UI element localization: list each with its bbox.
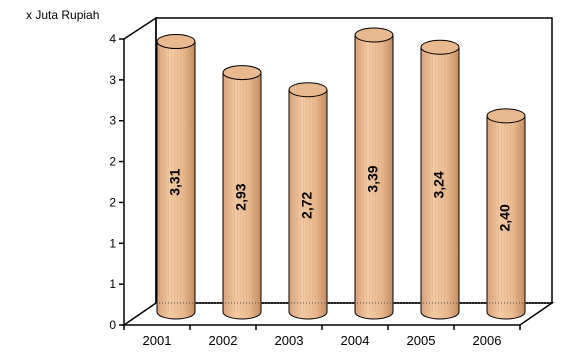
data-label: 3,39 [365, 165, 381, 192]
side-wall [123, 16, 157, 325]
bar-texture [488, 115, 524, 312]
data-label: 3,31 [167, 168, 183, 195]
bar-top [288, 82, 328, 98]
bar-top [420, 39, 460, 55]
y-tick-label: 1 [109, 236, 116, 250]
bar-texture [356, 34, 392, 312]
x-tick-label: 2002 [209, 333, 238, 348]
bar-top [156, 34, 196, 50]
x-tick-label: 2006 [473, 333, 502, 348]
data-label: 2,93 [233, 183, 249, 210]
bar-top [222, 65, 262, 81]
y-tick-label: 1 [109, 277, 116, 291]
bar-top [354, 27, 394, 43]
bar-texture [224, 72, 260, 312]
x-tick-label: 2004 [341, 333, 370, 348]
data-label: 2,40 [497, 204, 513, 231]
y-tick-label: 3 [109, 114, 116, 128]
x-tick-label: 2005 [407, 333, 436, 348]
y-tick-label: 2 [109, 195, 116, 209]
unit-label: x Juta Rupiah [26, 8, 100, 22]
y-tick-label: 3 [109, 73, 116, 87]
bar-texture [290, 89, 326, 312]
data-label: 2,72 [299, 191, 315, 218]
y-tick-label: 4 [109, 32, 116, 46]
x-tick-label: 2003 [275, 333, 304, 348]
y-tick-label: 2 [109, 155, 116, 169]
bar-texture [158, 41, 194, 312]
bar-top [486, 108, 526, 124]
y-tick-label: 0 [109, 318, 116, 332]
x-tick-label: 2001 [143, 333, 172, 348]
data-label: 3,24 [431, 171, 447, 198]
bar-texture [422, 47, 458, 312]
